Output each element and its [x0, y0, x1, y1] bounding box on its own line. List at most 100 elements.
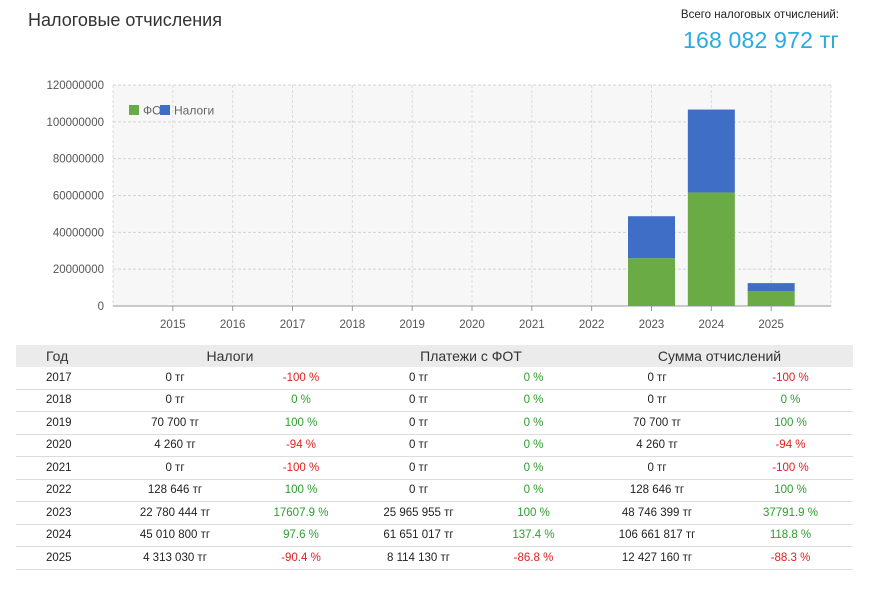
table-cell-fot-pct: 0 % — [481, 434, 586, 457]
header-year: Год — [46, 348, 69, 364]
legend-swatch — [129, 105, 139, 115]
x-tick-label: 2016 — [220, 319, 246, 331]
bar-taxes — [687, 109, 735, 193]
header-fot: Платежи с ФОТ — [420, 348, 522, 364]
table-cell-taxes-pct: 100 % — [246, 411, 356, 435]
x-tick-label: 2023 — [639, 319, 665, 331]
table-cell-sum: 128 646 тг — [586, 479, 728, 502]
table-cell-sum-pct: 118.8 % — [728, 524, 853, 547]
y-tick-label: 80000000 — [53, 154, 104, 166]
table-cell-fot: 0 тг — [356, 479, 481, 502]
table-cell-sum: 0 тг — [586, 456, 728, 480]
header-sum: Сумма отчислений — [657, 348, 782, 364]
total-summary: Всего налоговых отчислений: 168 082 972 … — [681, 9, 839, 54]
table-cell-taxes-pct: -90.4 % — [246, 546, 356, 570]
table-cell-sum-pct: 37791.9 % — [728, 501, 853, 525]
table-cell-fot-pct: 0 % — [481, 456, 586, 480]
table-cell-taxes: 0 тг — [104, 367, 246, 390]
table-cell-fot: 61 651 017 тг — [356, 524, 481, 547]
y-tick-label: 40000000 — [53, 227, 104, 239]
table-cell-taxes-pct: 0 % — [246, 389, 356, 412]
x-tick-label: 2017 — [280, 319, 306, 331]
table-cell-sum-pct: -88.3 % — [728, 546, 853, 570]
bar-fot — [747, 291, 795, 306]
x-tick-label: 2022 — [579, 319, 605, 331]
legend-label: Налоги — [174, 104, 214, 118]
table-cell-taxes-pct: -100 % — [246, 456, 356, 480]
table-cell-year: 2020 — [16, 434, 104, 457]
table-cell-taxes-pct: 97.6 % — [246, 524, 356, 547]
table-cell-sum-pct: -100 % — [728, 456, 853, 480]
legend-swatch — [160, 105, 170, 115]
x-tick-label: 2015 — [160, 319, 186, 331]
table-cell-fot: 0 тг — [356, 367, 481, 390]
table-cell-taxes: 4 260 тг — [104, 434, 246, 457]
table-cell-fot: 0 тг — [356, 411, 481, 435]
y-tick-label: 20000000 — [53, 264, 104, 276]
total-value: 168 082 972 тг — [682, 27, 839, 53]
table-row: 2020 4 260 тг -94 % 0 тг 0 % 4 260 тг -94 % — [16, 434, 853, 457]
table-cell-fot: 0 тг — [356, 456, 481, 480]
table-cell-sum-pct: -94 % — [728, 434, 853, 457]
page-title: Налоговые отчисления — [28, 10, 222, 30]
table-cell-year: 2023 — [16, 501, 104, 525]
table-cell-sum-pct: 100 % — [728, 479, 853, 502]
table-cell-fot-pct: 100 % — [481, 501, 586, 525]
table-cell-taxes: 0 тг — [104, 389, 246, 412]
table-cell-fot: 8 114 130 тг — [356, 546, 481, 570]
y-tick-label: 0 — [98, 301, 104, 313]
bar-fot — [687, 192, 735, 306]
bar-taxes — [628, 216, 675, 259]
table-cell-taxes: 4 313 030 тг — [104, 546, 246, 570]
bar-taxes — [747, 283, 795, 292]
tax-table-container: Год Налоги Платежи с ФОТ Сумма отчислени… — [16, 345, 853, 570]
x-tick-label: 2018 — [340, 319, 366, 331]
x-tick-label: 2024 — [699, 319, 725, 331]
tax-table: Год Налоги Платежи с ФОТ Сумма отчислени… — [16, 345, 853, 570]
header-taxes: Налоги — [206, 348, 254, 364]
table-cell-sum: 12 427 160 тг — [586, 546, 728, 570]
table-cell-fot: 0 тг — [356, 389, 481, 412]
table-cell-taxes: 22 780 444 тг — [104, 501, 246, 525]
table-row: 2024 45 010 800 тг 97.6 % 61 651 017 тг 137.… — [16, 524, 853, 547]
table-cell-sum-pct: 100 % — [728, 411, 853, 435]
table-cell-year: 2017 — [16, 367, 104, 390]
table-cell-year: 2024 — [16, 524, 104, 547]
table-cell-taxes: 128 646 тг — [104, 479, 246, 502]
table-cell-taxes: 45 010 800 тг — [104, 524, 246, 547]
table-cell-fot: 25 965 955 тг — [356, 501, 481, 525]
y-tick-label: 60000000 — [53, 191, 104, 203]
table-row: 2021 0 тг -100 % 0 тг 0 % 0 тг -100 % — [16, 456, 853, 480]
table-cell-sum: 4 260 тг — [586, 434, 728, 457]
y-tick-label: 100000000 — [46, 117, 104, 129]
table-cell-year: 2019 — [16, 411, 104, 435]
table-cell-sum: 48 746 399 тг — [586, 501, 728, 525]
table-cell-year: 2021 — [16, 456, 104, 480]
table-row: 2025 4 313 030 тг -90.4 % 8 114 130 тг -86.8… — [16, 546, 853, 570]
table-cell-sum: 70 700 тг — [586, 411, 728, 435]
table-cell-sum: 106 661 817 тг — [586, 524, 728, 547]
table-row: 2019 70 700 тг 100 % 0 тг 0 % 70 700 тг 100 % — [16, 411, 853, 435]
table-cell-taxes: 0 тг — [104, 456, 246, 480]
table-row: 2017 0 тг -100 % 0 тг 0 % 0 тг -100 % — [16, 367, 853, 390]
tax-bar-chart: 0 20000000 40000000 60000000 80000000 1000000… — [46, 80, 832, 331]
table-row: 2023 22 780 444 тг 17607.9 % 25 965 955 тг 1… — [16, 501, 853, 525]
y-tick-label: 120000000 — [46, 80, 104, 92]
table-cell-fot-pct: 0 % — [481, 411, 586, 435]
table-cell-taxes-pct: -94 % — [246, 434, 356, 457]
table-cell-year: 2018 — [16, 389, 104, 412]
table-cell-year: 2025 — [16, 546, 104, 570]
total-label: Всего налоговых отчислений: — [680, 9, 839, 21]
table-cell-sum-pct: 0 % — [728, 389, 853, 412]
x-tick-label: 2021 — [519, 319, 545, 331]
table-row: 2018 0 тг 0 % 0 тг 0 % 0 тг 0 % — [16, 389, 853, 412]
table-cell-fot-pct: -86.8 % — [481, 546, 586, 570]
table-cell-sum: 0 тг — [586, 389, 728, 412]
x-tick-label: 2019 — [399, 319, 425, 331]
table-cell-fot-pct: 0 % — [481, 389, 586, 412]
x-tick-label: 2025 — [758, 319, 784, 331]
table-cell-fot-pct: 0 % — [481, 479, 586, 502]
table-cell-sum-pct: -100 % — [728, 367, 853, 390]
table-cell-taxes-pct: 17607.9 % — [246, 501, 356, 525]
bar-fot — [628, 258, 675, 306]
